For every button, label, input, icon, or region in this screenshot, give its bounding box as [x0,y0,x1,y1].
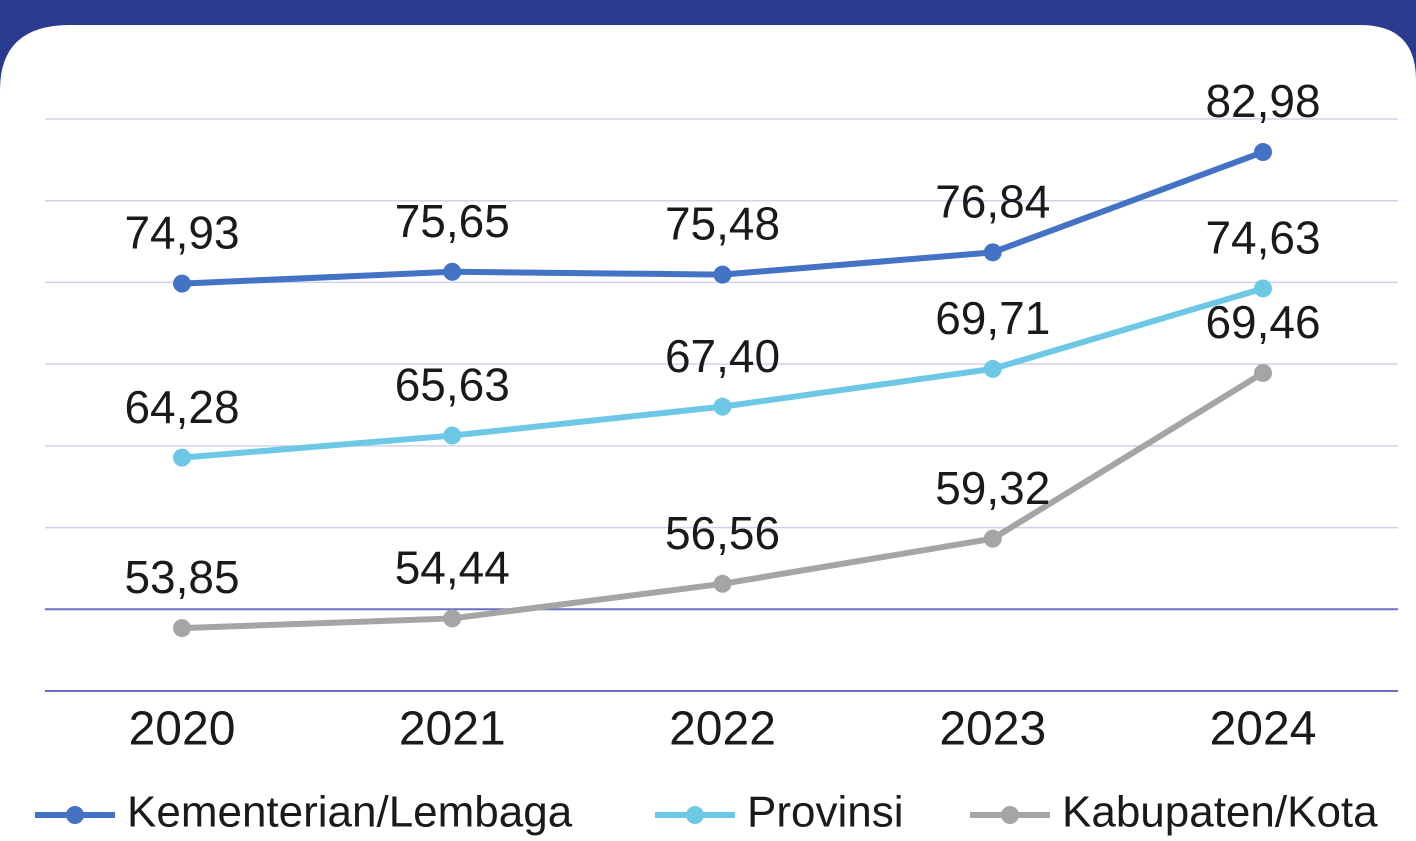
point [173,448,191,467]
data-label: 82,98 [1205,75,1320,127]
data-label: 59,32 [935,462,1050,514]
data-label: 69,46 [1205,296,1320,348]
point [443,609,462,628]
data-label: 53,85 [124,551,239,603]
point [173,274,191,293]
data-label: 56,56 [665,507,780,559]
data-label: 76,84 [935,176,1050,228]
data-label: 74,93 [124,207,239,259]
legend-label: Kementerian/Lembaga [127,788,573,837]
point [173,619,191,638]
point [713,265,732,284]
x-tick-label: 2023 [939,703,1046,756]
point [1254,279,1272,298]
x-tick-label: 2021 [399,703,506,756]
data-label: 64,28 [124,381,239,433]
x-tick-label: 2024 [1210,703,1317,756]
data-label: 69,71 [935,292,1050,344]
legend-marker [1001,806,1019,824]
point [983,243,1002,262]
point [1254,143,1272,162]
data-label: 67,40 [665,330,780,382]
data-label: 75,48 [665,198,780,250]
point [713,574,732,593]
legend-marker [66,806,84,824]
point [983,359,1002,378]
point [443,426,462,445]
x-tick-label: 2022 [669,703,776,756]
legend-label: Provinsi [747,788,904,837]
data-label: 75,65 [395,195,510,247]
legend-marker [686,806,704,824]
x-tick-label: 2020 [129,703,236,756]
plot: 2020 2021 2022 2023 2024 74,93 75,65 75,48 76,84… [35,75,1398,837]
legend-label: Kabupaten/Kota [1062,788,1378,837]
point [713,397,732,416]
data-label: 54,44 [395,542,510,594]
point [983,529,1002,548]
point [1254,363,1272,382]
data-label: 65,63 [395,359,510,411]
point [443,262,462,281]
data-label: 74,63 [1205,212,1320,264]
